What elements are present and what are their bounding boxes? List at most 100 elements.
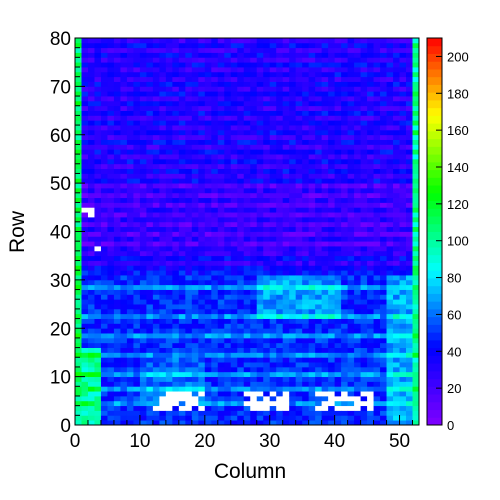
heatmap-cell bbox=[243, 323, 251, 329]
heatmap-cell bbox=[133, 250, 141, 257]
heatmap-cell bbox=[243, 173, 251, 179]
colorbar-segment bbox=[427, 363, 442, 372]
heatmap-cell bbox=[211, 125, 219, 131]
x-tick-label: 20 bbox=[194, 431, 215, 452]
heatmap-cell bbox=[204, 100, 212, 107]
heatmap-cell bbox=[334, 260, 342, 266]
heatmap-cell bbox=[328, 81, 336, 87]
heatmap-cell bbox=[243, 265, 251, 271]
heatmap-cell bbox=[360, 38, 368, 44]
heatmap-cell bbox=[217, 304, 225, 310]
heatmap-cell bbox=[328, 265, 336, 271]
heatmap-cell bbox=[295, 381, 303, 387]
heatmap-cell bbox=[165, 105, 173, 111]
heatmap-cell bbox=[81, 81, 89, 87]
heatmap-cell bbox=[178, 313, 186, 319]
heatmap-cell bbox=[347, 275, 355, 281]
heatmap-cell bbox=[139, 260, 147, 266]
heatmap-cell bbox=[107, 352, 115, 358]
heatmap-cell bbox=[81, 38, 89, 44]
heatmap-cell bbox=[243, 376, 251, 382]
heatmap-cell bbox=[282, 260, 290, 266]
heatmap-cell bbox=[315, 144, 323, 150]
heatmap-cell bbox=[107, 260, 115, 266]
heatmap-cell bbox=[204, 120, 212, 126]
heatmap-cell bbox=[269, 260, 277, 266]
heatmap-cell bbox=[107, 100, 115, 107]
heatmap-cell bbox=[289, 400, 297, 407]
heatmap-cell bbox=[113, 86, 121, 92]
heatmap-cell bbox=[100, 154, 108, 160]
heatmap-cell bbox=[282, 149, 290, 155]
heatmap-cell bbox=[406, 415, 413, 421]
heatmap-cell bbox=[289, 313, 297, 319]
heatmap-cell bbox=[146, 100, 154, 107]
heatmap-cell bbox=[321, 328, 329, 334]
heatmap-cell bbox=[159, 386, 167, 392]
heatmap-cell bbox=[152, 308, 160, 315]
heatmap-cell bbox=[126, 96, 134, 102]
heatmap-cell bbox=[282, 168, 290, 174]
heatmap-cell bbox=[334, 81, 342, 87]
heatmap-cell bbox=[243, 304, 251, 310]
heatmap-cell bbox=[380, 62, 387, 68]
heatmap-cell bbox=[334, 96, 342, 102]
heatmap-cell bbox=[211, 178, 219, 184]
heatmap-cell bbox=[146, 144, 154, 150]
heatmap-cell bbox=[308, 366, 316, 373]
heatmap-cell bbox=[172, 366, 180, 373]
heatmap-cell bbox=[243, 255, 251, 261]
heatmap-cell bbox=[360, 241, 368, 247]
heatmap-cell bbox=[412, 216, 420, 223]
heatmap-cell bbox=[211, 192, 219, 199]
heatmap-cell bbox=[165, 391, 173, 397]
heatmap-cell bbox=[269, 255, 277, 261]
heatmap-cell bbox=[380, 250, 387, 257]
heatmap-cell bbox=[224, 91, 232, 97]
heatmap-cell bbox=[321, 139, 329, 145]
heatmap-cell bbox=[191, 265, 199, 271]
heatmap-cell bbox=[139, 52, 147, 58]
heatmap-cell bbox=[217, 76, 225, 82]
heatmap-cell bbox=[224, 173, 232, 179]
heatmap-cell bbox=[250, 299, 258, 305]
heatmap-cell bbox=[81, 352, 89, 358]
heatmap-cell bbox=[295, 391, 303, 397]
heatmap-cell bbox=[139, 323, 147, 329]
heatmap-cell bbox=[133, 226, 141, 232]
heatmap-cell bbox=[204, 250, 212, 257]
heatmap-cell bbox=[198, 299, 206, 305]
heatmap-cell bbox=[185, 371, 193, 378]
heatmap-cell bbox=[113, 371, 121, 378]
heatmap-cell bbox=[406, 260, 413, 266]
heatmap-cell bbox=[393, 76, 400, 82]
heatmap-cell bbox=[393, 81, 400, 87]
heatmap-cell bbox=[139, 57, 147, 63]
heatmap-cell bbox=[204, 154, 212, 160]
heatmap-cell bbox=[100, 62, 108, 68]
heatmap-cell bbox=[113, 226, 121, 232]
heatmap-cell bbox=[75, 158, 82, 165]
heatmap-cell bbox=[295, 129, 303, 136]
heatmap-cell bbox=[393, 86, 400, 92]
heatmap-cell bbox=[75, 299, 82, 305]
heatmap-cell bbox=[243, 289, 251, 295]
heatmap-cell bbox=[256, 216, 264, 223]
heatmap-cell bbox=[81, 96, 89, 102]
heatmap-cell bbox=[126, 400, 134, 407]
heatmap-cell bbox=[269, 42, 277, 49]
heatmap-cell bbox=[295, 313, 303, 319]
heatmap-cell bbox=[373, 328, 381, 334]
heatmap-cell bbox=[146, 129, 154, 136]
heatmap-cell bbox=[152, 125, 160, 131]
heatmap-cell bbox=[139, 420, 147, 426]
heatmap-cell bbox=[139, 265, 147, 271]
heatmap-cell bbox=[211, 187, 219, 194]
heatmap-cell bbox=[159, 400, 167, 407]
heatmap-cell bbox=[178, 154, 186, 160]
heatmap-cell bbox=[347, 38, 355, 44]
heatmap-cell bbox=[406, 57, 413, 63]
heatmap-cell bbox=[81, 129, 89, 136]
heatmap-cell bbox=[165, 144, 173, 150]
heatmap-cell bbox=[302, 352, 310, 358]
